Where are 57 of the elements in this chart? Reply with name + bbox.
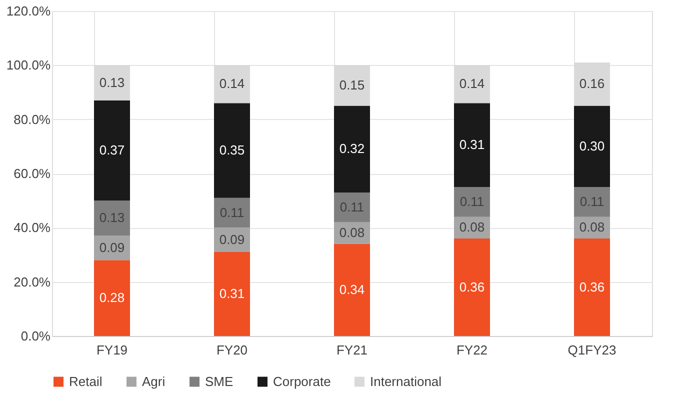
bar xyxy=(454,103,490,188)
bar xyxy=(574,106,610,188)
bar xyxy=(214,198,250,228)
legend-label: Retail xyxy=(69,374,102,389)
data-label: 0.34 xyxy=(339,282,365,297)
x-tick-label: Q1FY23 xyxy=(568,342,616,358)
y-tick-label: 0.0% xyxy=(20,328,51,344)
bar xyxy=(94,260,130,336)
data-label: 0.11 xyxy=(580,194,604,209)
bar xyxy=(334,244,370,336)
y-tick-label: 120.0% xyxy=(6,4,51,18)
y-tick-label: 20.0% xyxy=(14,274,51,290)
data-label: 0.35 xyxy=(219,142,245,158)
data-label: 0.08 xyxy=(459,220,485,235)
bar xyxy=(94,200,130,236)
data-label: 0.36 xyxy=(579,279,605,294)
x-tick-label: FY21 xyxy=(336,342,368,358)
data-label: 0.30 xyxy=(579,138,605,154)
data-label: 0.11 xyxy=(460,194,484,209)
legend-label: Corporate xyxy=(273,374,331,389)
data-label: 0.13 xyxy=(99,210,125,226)
bar xyxy=(334,106,370,192)
bar xyxy=(454,238,490,336)
data-label: 0.09 xyxy=(219,232,245,247)
bar xyxy=(94,100,130,201)
bar xyxy=(574,238,610,336)
data-label: 0.09 xyxy=(99,240,125,255)
data-label: 0.31 xyxy=(219,286,245,302)
data-label: 0.37 xyxy=(99,142,125,158)
legend-label: SME xyxy=(205,374,234,389)
y-tick-label: 40.0% xyxy=(14,220,51,236)
data-label: 0.28 xyxy=(99,290,125,306)
data-label: 0.31 xyxy=(459,137,485,152)
data-label: 0.11 xyxy=(220,204,244,220)
data-label: 0.32 xyxy=(339,141,365,156)
bar xyxy=(214,252,250,336)
legend-label: International xyxy=(370,374,442,389)
x-tick-label: FY20 xyxy=(216,342,248,358)
data-label: 0.14 xyxy=(459,76,485,92)
legend-label: Agri xyxy=(142,374,166,389)
bar xyxy=(574,187,610,217)
y-tick-label: 100.0% xyxy=(6,58,51,73)
data-label: 0.08 xyxy=(579,220,605,235)
y-tick-label: 80.0% xyxy=(14,112,51,127)
data-label: 0.15 xyxy=(339,77,365,92)
x-tick-label: FY22 xyxy=(456,342,488,358)
bar xyxy=(214,103,250,198)
data-label: 0.08 xyxy=(339,225,365,240)
data-label: 0.14 xyxy=(219,76,245,92)
data-label: 0.13 xyxy=(99,74,125,90)
bar xyxy=(454,187,490,217)
data-label: 0.11 xyxy=(340,199,364,214)
x-tick-label: FY19 xyxy=(96,342,128,358)
data-label: 0.36 xyxy=(459,279,485,294)
y-tick-label: 60.0% xyxy=(14,166,51,181)
data-label: 0.16 xyxy=(579,76,605,92)
bar xyxy=(334,192,370,222)
